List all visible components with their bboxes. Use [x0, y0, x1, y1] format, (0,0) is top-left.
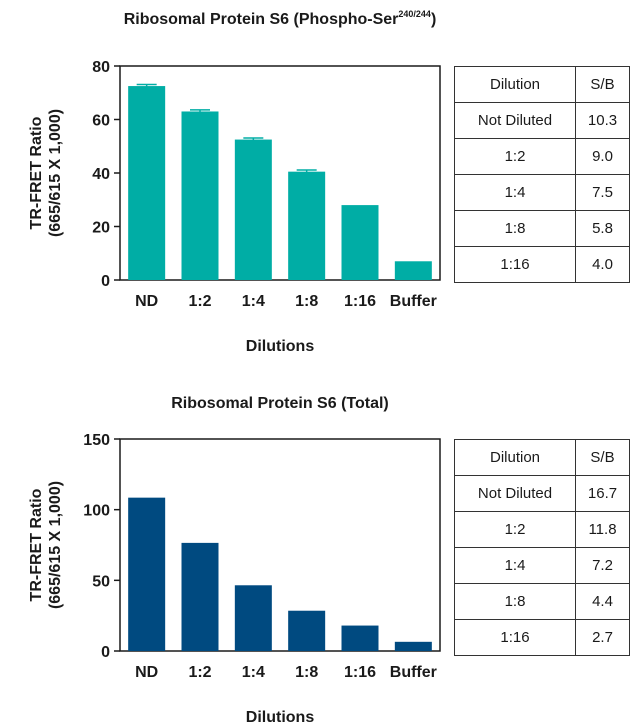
table-row: 1:2 11.8: [454, 511, 630, 548]
x-tick-label: 1:8: [295, 293, 318, 310]
table-cell-dilution: 1:4: [454, 547, 576, 584]
table-cell-sb: 9.0: [575, 138, 630, 175]
y-tick-label: 0: [101, 644, 110, 661]
table-cell-sb: 4.4: [575, 583, 630, 620]
table-cell-dilution: 1:16: [454, 246, 576, 283]
bar-phospho-0: [128, 86, 166, 280]
table-cell-sb: 4.0: [575, 246, 630, 283]
bar-total-5: [394, 641, 432, 651]
x-tick-label: 1:16: [344, 293, 376, 310]
table-cell-dilution: 1:2: [454, 511, 576, 548]
plot-frame-total: [119, 438, 441, 652]
table-cell-sb: 5.8: [575, 210, 630, 247]
table-header-sb: S/B: [575, 439, 630, 476]
table-cell-sb: 10.3: [575, 102, 630, 139]
bar-phospho-3: [288, 171, 326, 280]
x-tick-label: 1:2: [188, 293, 211, 310]
table-cell-sb: 16.7: [575, 475, 630, 512]
table-cell-sb: 7.2: [575, 547, 630, 584]
bar-total-4: [341, 625, 379, 651]
y-tick-label: 80: [92, 59, 110, 76]
sb-table-total: Dilution S/B Not Diluted 16.7 1:2 11.8 1…: [454, 439, 630, 656]
bar-total-1: [181, 542, 219, 651]
sb-table-phospho: Dilution S/B Not Diluted 10.3 1:2 9.0 1:…: [454, 66, 630, 283]
table-row: Not Diluted 10.3: [454, 102, 630, 139]
table-cell-dilution: 1:8: [454, 210, 576, 247]
x-tick-label: 1:8: [295, 664, 318, 681]
table-row: 1:16 2.7: [454, 619, 630, 656]
y-tick-label: 40: [92, 166, 110, 183]
plot-frame-phospho: [119, 65, 441, 281]
x-tick-label: 1:2: [188, 664, 211, 681]
bar-phospho-4: [341, 205, 379, 280]
table-cell-dilution: Not Diluted: [454, 102, 576, 139]
table-cell-dilution: 1:4: [454, 174, 576, 211]
y-tick-label: 100: [83, 503, 110, 520]
table-cell-dilution: 1:8: [454, 583, 576, 620]
y-axis-label-phospho: TR-FRET Ratio (665/615 X 1,000): [28, 109, 64, 237]
chart-title-total: Ribosomal Protein S6 (Total): [171, 395, 389, 412]
table-row: 1:4 7.2: [454, 547, 630, 584]
table-row: 1:8 4.4: [454, 583, 630, 620]
x-axis-label-phospho: Dilutions: [246, 338, 315, 355]
bar-phospho-5: [394, 261, 432, 280]
table-header-dilution: Dilution: [454, 66, 576, 103]
x-tick-label: 1:16: [344, 664, 376, 681]
bar-phospho-1: [181, 111, 219, 280]
table-row: 1:8 5.8: [454, 210, 630, 247]
y-tick-label: 20: [92, 220, 110, 237]
y-axis-label-total: TR-FRET Ratio (665/615 X 1,000): [28, 481, 64, 609]
x-tick-label: ND: [135, 293, 158, 310]
table-header-row: Dilution S/B: [454, 439, 630, 476]
x-tick-label: ND: [135, 664, 158, 681]
chart-title-phospho: Ribosomal Protein S6 (Phospho-Ser240/244…: [124, 9, 437, 28]
x-tick-label: Buffer: [390, 664, 437, 681]
table-header-dilution: Dilution: [454, 439, 576, 476]
table-row: Not Diluted 16.7: [454, 475, 630, 512]
y-tick-label: 0: [101, 273, 110, 290]
table-row: 1:2 9.0: [454, 138, 630, 175]
table-row: 1:4 7.5: [454, 174, 630, 211]
table-cell-sb: 11.8: [575, 511, 630, 548]
x-tick-label: Buffer: [390, 293, 437, 310]
bar-total-0: [128, 497, 166, 651]
table-cell-sb: 7.5: [575, 174, 630, 211]
y-tick-label: 150: [83, 432, 110, 449]
bar-total-2: [234, 585, 272, 651]
bar-phospho-2: [234, 139, 272, 280]
bar-total-3: [288, 610, 326, 651]
table-cell-dilution: Not Diluted: [454, 475, 576, 512]
y-tick-label: 50: [92, 573, 110, 590]
table-cell-sb: 2.7: [575, 619, 630, 656]
table-cell-dilution: 1:2: [454, 138, 576, 175]
x-tick-label: 1:4: [242, 664, 265, 681]
y-tick-label: 60: [92, 113, 110, 130]
x-axis-label-total: Dilutions: [246, 709, 315, 723]
table-cell-dilution: 1:16: [454, 619, 576, 656]
table-header-sb: S/B: [575, 66, 630, 103]
x-tick-label: 1:4: [242, 293, 265, 310]
table-row: 1:16 4.0: [454, 246, 630, 283]
table-header-row: Dilution S/B: [454, 66, 630, 103]
